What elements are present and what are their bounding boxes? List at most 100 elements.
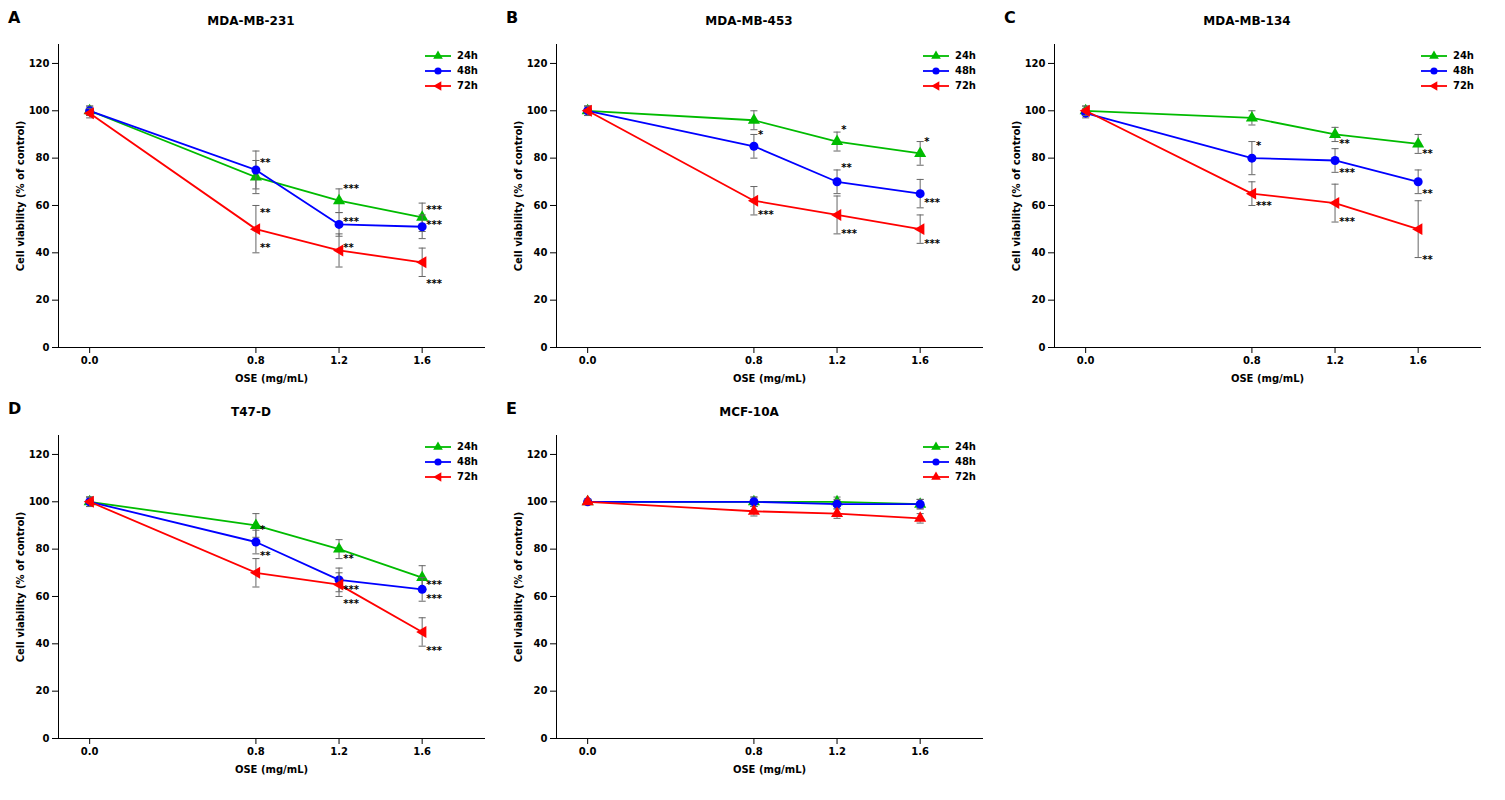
svg-text:1.6: 1.6 — [911, 355, 929, 366]
svg-text:***: *** — [841, 228, 857, 239]
svg-text:*: * — [841, 124, 847, 135]
svg-text:20: 20 — [534, 294, 548, 305]
svg-text:***: *** — [426, 593, 442, 604]
svg-text:OSE (mg/mL): OSE (mg/mL) — [733, 373, 806, 384]
svg-text:80: 80 — [534, 152, 548, 163]
svg-text:1.2: 1.2 — [330, 746, 348, 757]
svg-text:***: *** — [426, 645, 442, 656]
svg-text:60: 60 — [1032, 200, 1046, 211]
svg-text:0: 0 — [43, 733, 50, 744]
svg-text:0.0: 0.0 — [81, 355, 99, 366]
svg-text:40: 40 — [534, 247, 548, 258]
svg-text:100: 100 — [527, 105, 548, 116]
svg-text:**: ** — [343, 242, 354, 253]
svg-text:***: *** — [343, 584, 359, 595]
svg-text:*: * — [924, 136, 930, 147]
svg-text:60: 60 — [534, 200, 548, 211]
svg-text:**: ** — [260, 157, 271, 168]
svg-text:40: 40 — [36, 247, 50, 258]
svg-text:***: *** — [343, 183, 359, 194]
svg-text:120: 120 — [527, 449, 548, 460]
svg-text:100: 100 — [527, 496, 548, 507]
svg-text:**: ** — [1422, 148, 1433, 159]
svg-text:0.8: 0.8 — [1243, 355, 1261, 366]
svg-text:***: *** — [426, 204, 442, 215]
svg-text:**: ** — [841, 162, 852, 173]
svg-text:60: 60 — [36, 591, 50, 602]
svg-text:0.0: 0.0 — [579, 746, 597, 757]
svg-text:*: * — [1256, 140, 1262, 151]
svg-text:Cell viability (% of control): Cell viability (% of control) — [513, 512, 524, 663]
svg-text:0: 0 — [541, 342, 548, 353]
svg-text:60: 60 — [534, 591, 548, 602]
svg-text:***: *** — [924, 238, 940, 249]
svg-text:***: *** — [426, 219, 442, 230]
svg-text:*: * — [758, 129, 764, 140]
svg-text:0.0: 0.0 — [81, 746, 99, 757]
svg-text:80: 80 — [534, 543, 548, 554]
svg-text:Cell viability (% of control): Cell viability (% of control) — [1011, 121, 1022, 272]
svg-text:***: *** — [1256, 200, 1272, 211]
svg-text:***: *** — [1339, 167, 1355, 178]
svg-text:60: 60 — [36, 200, 50, 211]
svg-text:20: 20 — [534, 685, 548, 696]
svg-text:20: 20 — [1032, 294, 1046, 305]
svg-text:120: 120 — [527, 58, 548, 69]
svg-text:1.6: 1.6 — [911, 746, 929, 757]
svg-text:1.2: 1.2 — [1326, 355, 1344, 366]
svg-text:**: ** — [1339, 138, 1350, 149]
svg-text:80: 80 — [1032, 152, 1046, 163]
svg-text:**: ** — [343, 553, 354, 564]
svg-text:100: 100 — [29, 496, 50, 507]
svg-text:100: 100 — [1025, 105, 1046, 116]
svg-text:***: *** — [924, 197, 940, 208]
svg-text:***: *** — [1339, 216, 1355, 227]
svg-text:*: * — [260, 524, 266, 535]
svg-text:0: 0 — [43, 342, 50, 353]
svg-text:***: *** — [758, 209, 774, 220]
svg-text:0: 0 — [1039, 342, 1046, 353]
html-text:MDA-MB-231: MDA-MB-231 — [207, 14, 295, 28]
svg-text:1.6: 1.6 — [413, 746, 431, 757]
svg-text:120: 120 — [29, 58, 50, 69]
svg-text:Cell viability (% of control): Cell viability (% of control) — [15, 121, 26, 272]
svg-text:1.2: 1.2 — [330, 355, 348, 366]
svg-text:OSE (mg/mL): OSE (mg/mL) — [733, 764, 806, 775]
svg-text:1.2: 1.2 — [828, 355, 846, 366]
svg-text:40: 40 — [534, 638, 548, 649]
svg-text:**: ** — [1422, 188, 1433, 199]
svg-text:**: ** — [260, 242, 271, 253]
svg-text:80: 80 — [36, 543, 50, 554]
svg-text:0: 0 — [541, 733, 548, 744]
svg-text:1.6: 1.6 — [413, 355, 431, 366]
svg-text:120: 120 — [1025, 58, 1046, 69]
html-text:MDA-MB-453: MDA-MB-453 — [705, 14, 793, 28]
svg-text:20: 20 — [36, 294, 50, 305]
svg-text:OSE (mg/mL): OSE (mg/mL) — [235, 373, 308, 384]
svg-text:Cell viability (% of control): Cell viability (% of control) — [513, 121, 524, 272]
svg-text:0.0: 0.0 — [579, 355, 597, 366]
svg-text:OSE (mg/mL): OSE (mg/mL) — [1231, 373, 1304, 384]
svg-text:1.6: 1.6 — [1409, 355, 1427, 366]
svg-text:***: *** — [426, 278, 442, 289]
svg-text:***: *** — [343, 598, 359, 609]
svg-text:40: 40 — [36, 638, 50, 649]
svg-text:120: 120 — [29, 449, 50, 460]
svg-text:***: *** — [343, 216, 359, 227]
svg-text:0.0: 0.0 — [1077, 355, 1095, 366]
svg-text:***: *** — [426, 579, 442, 590]
svg-text:0.8: 0.8 — [247, 355, 265, 366]
svg-text:80: 80 — [36, 152, 50, 163]
svg-text:100: 100 — [29, 105, 50, 116]
svg-text:0.8: 0.8 — [247, 746, 265, 757]
svg-text:0.8: 0.8 — [745, 746, 763, 757]
svg-text:1.2: 1.2 — [828, 746, 846, 757]
svg-text:0.8: 0.8 — [745, 355, 763, 366]
svg-text:**: ** — [260, 207, 271, 218]
svg-text:**: ** — [1422, 254, 1433, 265]
svg-text:20: 20 — [36, 685, 50, 696]
svg-text:**: ** — [260, 550, 271, 561]
svg-text:OSE (mg/mL): OSE (mg/mL) — [235, 764, 308, 775]
svg-text:Cell viability (% of control): Cell viability (% of control) — [15, 512, 26, 663]
svg-text:40: 40 — [1032, 247, 1046, 258]
